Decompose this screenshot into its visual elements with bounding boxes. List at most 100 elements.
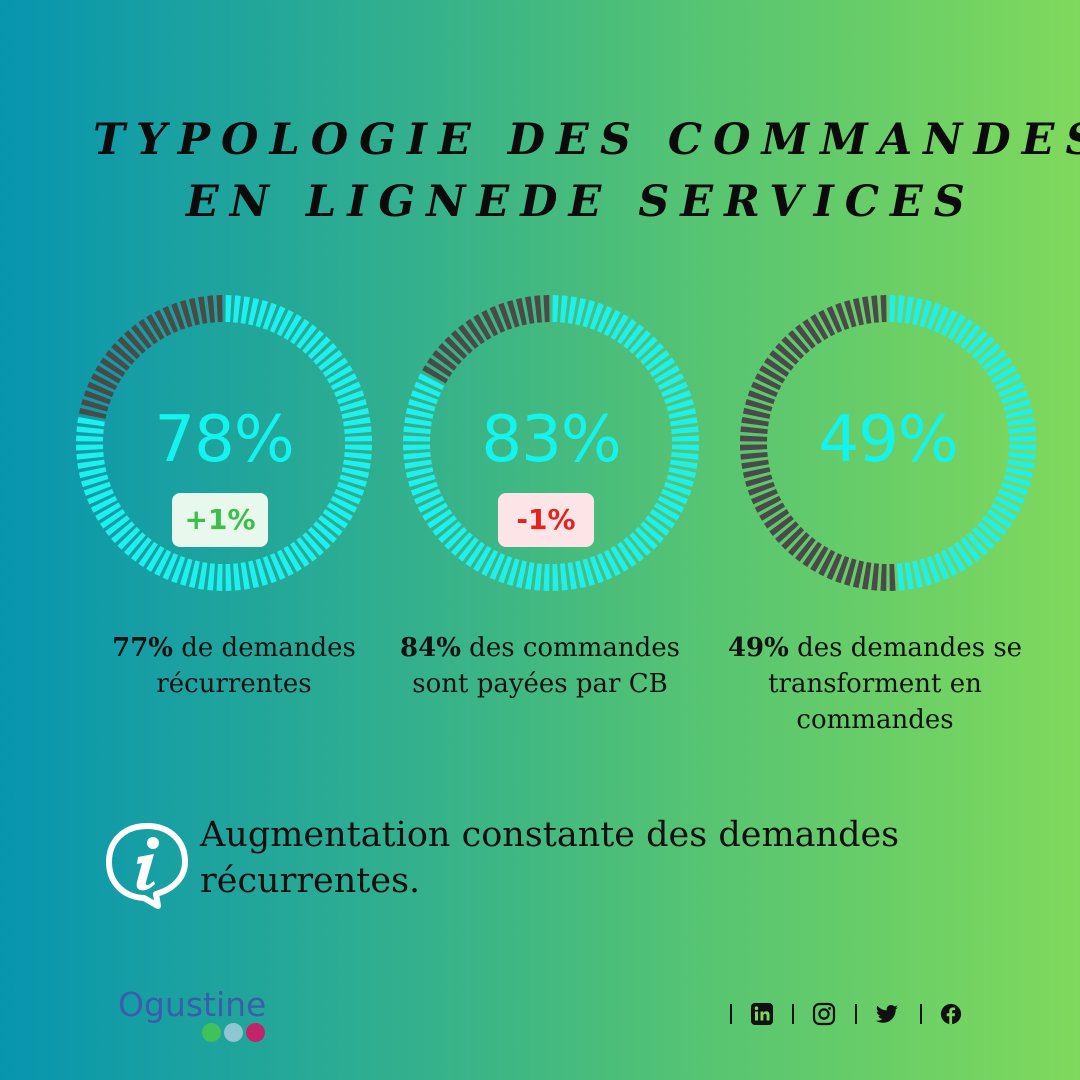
donut-segment-filled — [81, 474, 109, 488]
donut-segment-filled — [671, 435, 699, 442]
donut-segment-empty — [880, 295, 887, 323]
donut-segment-empty — [154, 309, 172, 337]
donut-segment-filled — [417, 495, 445, 513]
donut-segment-filled — [966, 532, 989, 556]
donut-segment-filled — [666, 398, 694, 412]
donut-segment-filled — [986, 509, 1012, 529]
donut-segment-filled — [302, 330, 325, 354]
donut-segment-filled — [83, 481, 111, 496]
donut-segment-filled — [552, 563, 559, 591]
caption-bold-value: 77% — [112, 633, 173, 663]
donut-segment-filled — [233, 563, 241, 591]
donut-segment-empty — [123, 330, 146, 354]
donut-segment-empty — [105, 350, 130, 371]
donut-segment-filled — [276, 309, 294, 337]
donut-segment-empty — [444, 336, 468, 360]
donut-segment-filled — [904, 562, 914, 590]
title-line-1: TYPOLOGIE DES COMMANDES — [93, 115, 1080, 165]
donut-segment-filled — [339, 474, 367, 488]
donut-segment-empty — [81, 398, 109, 412]
donut-segment-filled — [977, 342, 1001, 365]
donut-segment-empty — [835, 302, 850, 330]
donut-segment-filled — [971, 336, 995, 360]
twitter-icon[interactable] — [874, 1002, 900, 1026]
donut-segment-filled — [926, 302, 941, 330]
donut-segment-filled — [525, 562, 535, 590]
donut-segment-filled — [248, 560, 260, 589]
donut-segment-filled — [634, 526, 658, 550]
linkedin-icon[interactable] — [750, 1002, 774, 1026]
donut-segment-empty — [742, 467, 771, 479]
divider — [855, 1004, 857, 1024]
donut-segment-filled — [623, 324, 644, 349]
caption-bold-value: 84% — [400, 633, 461, 663]
donut-segment-filled — [575, 560, 587, 589]
donut-segment-filled — [337, 390, 365, 405]
donut-segment-filled — [450, 532, 473, 556]
donut-segment-filled — [225, 295, 232, 323]
donut-segment-empty — [795, 324, 816, 349]
instagram-icon[interactable] — [812, 1002, 836, 1026]
donut-segment-empty — [852, 297, 864, 326]
donut-segment-filled — [344, 444, 372, 451]
change-badge-down: -1% — [498, 493, 594, 547]
donut-percent-label: 83% — [481, 403, 621, 477]
facebook-icon[interactable] — [940, 1003, 962, 1025]
donut-segment-filled — [649, 357, 675, 377]
donut-segment-empty — [450, 330, 473, 354]
donut-segment-empty — [179, 300, 193, 328]
donut-segment-filled — [897, 563, 905, 591]
donut-segment-empty — [826, 553, 843, 580]
donut-segment-filled — [515, 560, 527, 589]
donut-segment-filled — [77, 459, 105, 469]
donut-segment-empty — [427, 357, 453, 377]
donut-segment-filled — [105, 515, 130, 536]
donut-segment-empty — [781, 526, 805, 550]
donut-chart-recurrent: 78% +1% — [74, 293, 374, 593]
donut-segment-empty — [188, 297, 200, 326]
donut-segment-filled — [473, 545, 492, 572]
donut-segment-filled — [1008, 435, 1036, 442]
donut-segment-filled — [610, 545, 629, 572]
donut-segment-empty — [543, 295, 550, 323]
donut-segment-empty — [741, 459, 769, 469]
donut-segment-filled — [131, 537, 152, 562]
donut-segment-filled — [343, 459, 371, 469]
donut-segment-empty — [835, 556, 850, 584]
donut-segment-filled — [90, 495, 118, 513]
donut-segment-filled — [404, 459, 432, 469]
logo-dot-green — [202, 1023, 221, 1042]
donut-segment-empty — [769, 515, 794, 536]
donut-segment-empty — [826, 306, 843, 333]
donut-segment-filled — [1005, 467, 1034, 479]
donut-segment-filled — [498, 556, 513, 584]
donut-segment-filled — [444, 526, 468, 550]
donut-segment-filled — [645, 515, 670, 536]
donut-segment-filled — [904, 296, 914, 324]
donut-segment-filled — [87, 488, 114, 505]
donut-segment-filled — [78, 467, 107, 479]
donut-segment-filled — [344, 435, 372, 442]
donut-segment-filled — [933, 553, 950, 580]
donut-segment-filled — [296, 324, 317, 349]
donut-segment-filled — [276, 549, 294, 577]
donut-segment-filled — [432, 515, 457, 536]
donut-segment-filled — [912, 560, 924, 589]
donut-segment-empty — [795, 537, 816, 562]
donut-segment-filled — [403, 444, 431, 451]
donut-segment-empty — [810, 314, 829, 341]
donut-segment-filled — [403, 452, 431, 460]
donut-segment-filled — [162, 553, 179, 580]
donut-segment-filled — [645, 350, 670, 371]
donut-segment-filled — [629, 330, 652, 354]
donut-segment-filled — [670, 459, 698, 469]
donut-segment-filled — [671, 452, 699, 460]
donut-segment-empty — [525, 296, 535, 324]
donut-chart-conversion: 49% — [738, 293, 1038, 593]
donut-segment-empty — [146, 314, 165, 341]
donut-segment-filled — [410, 390, 438, 405]
donut-segment-filled — [269, 306, 286, 333]
donut-segment-filled — [560, 563, 568, 591]
donut-segment-empty — [117, 336, 141, 360]
caption-recurrent: 77% de demandes récurrentes — [84, 630, 384, 702]
